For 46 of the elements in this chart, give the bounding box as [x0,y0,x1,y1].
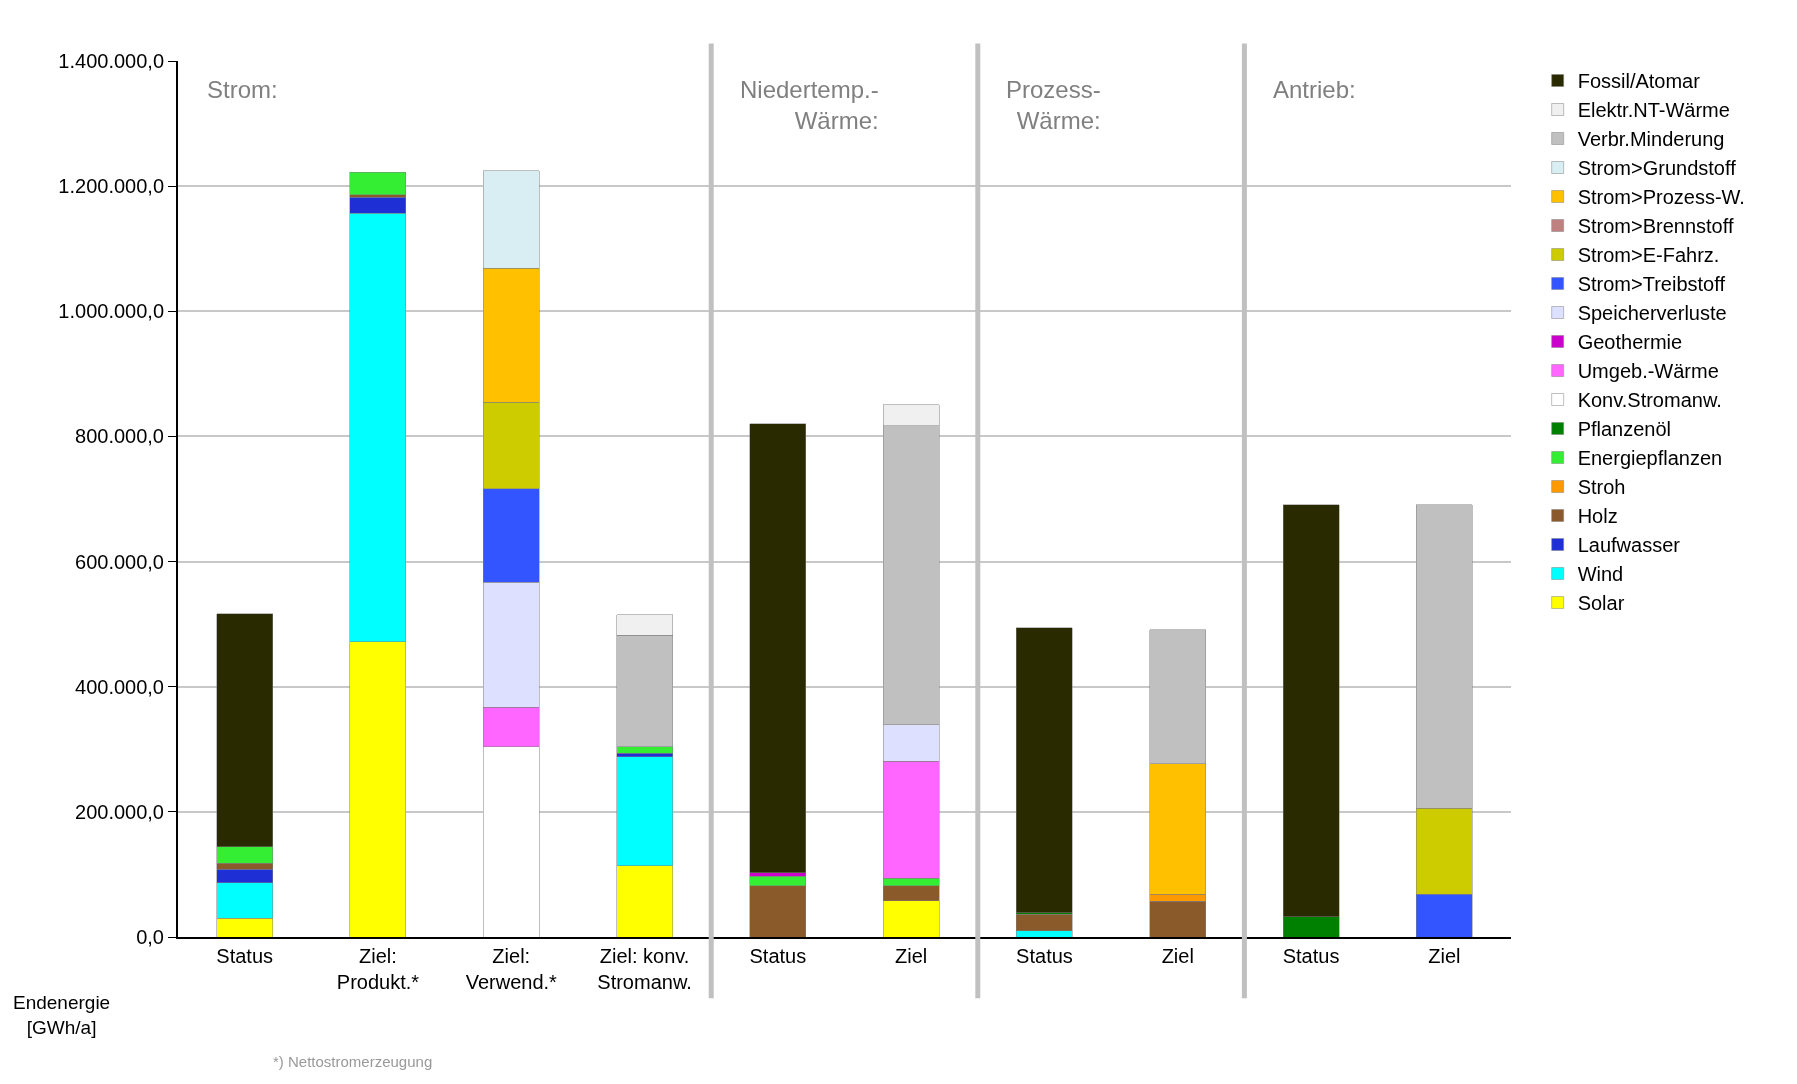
legend-label: Pflanzenöl [1577,418,1672,441]
bar [349,172,407,196]
legend-label: Strom>E-Fahrz. [1577,244,1720,267]
x-tick-label: Ziel [1161,945,1194,967]
y-axis-title: Endenergie [GWh/a] [13,992,111,1038]
legend-label: Verbr.Minderung [1577,128,1725,151]
y-tick-label: 1.000.000,0 [58,300,164,323]
legend-label: Stroh [1577,476,1626,499]
legend-label: Strom>Brennstoff [1577,215,1734,238]
legend-label: Elektr.NT-Wärme [1577,99,1730,122]
y-tick-label: 600.000,0 [75,550,164,573]
legend-label: Strom>Prozess-W. [1577,186,1745,209]
annotation: Niedertemp.- Wärme: [740,76,879,135]
text: *) Nettostromerzeugung [273,1053,433,1070]
legend-label: Fossil/Atomar [1577,70,1701,93]
legend-label: Strom>Treibstoff [1577,273,1726,296]
x-tick-label: Status [1282,945,1340,967]
legend-label: Strom>Grundstoff [1577,157,1737,180]
legend-label: Geothermie [1577,331,1683,354]
legend-label: Umgeb.-Wärme [1577,360,1719,383]
y-tick-label: 1.200.000,0 [58,175,164,198]
legend-label: Solar [1577,592,1625,615]
legend-label: Wind [1577,563,1624,586]
y-tick-label: 200.000,0 [75,800,164,823]
x-tick-label: Ziel [895,945,928,967]
y-tick-label: 800.000,0 [75,425,164,448]
legend-label: Holz [1577,505,1618,528]
x-tick-label: Ziel: Verwend.* [465,945,558,993]
legend-label: Energiepflanzen [1577,447,1723,470]
annotation: Antrieb: [1273,76,1356,103]
legend-label: Speicherverluste [1577,302,1727,325]
legend-label: Konv.Stromanw. [1577,389,1722,412]
annotation: Strom: [207,76,278,103]
x-tick-label: Ziel: konv. Stromanw. [597,945,692,993]
y-tick-label: 0,0 [136,926,164,948]
legend-label: Laufwasser [1577,534,1681,557]
y-tick-label: 1.400.000,0 [58,50,164,72]
bar [749,423,807,873]
y-tick-label: 400.000,0 [75,675,164,698]
x-tick-label: Status [216,945,273,967]
x-tick-label: Status [749,945,807,967]
annotation: Prozess- Wärme: [1006,76,1101,135]
bar [1016,627,1073,913]
x-tick-label: Status [1016,945,1073,967]
x-tick-label: Ziel [1428,945,1461,967]
x-tick-label: Ziel: Produkt.* [336,945,420,993]
